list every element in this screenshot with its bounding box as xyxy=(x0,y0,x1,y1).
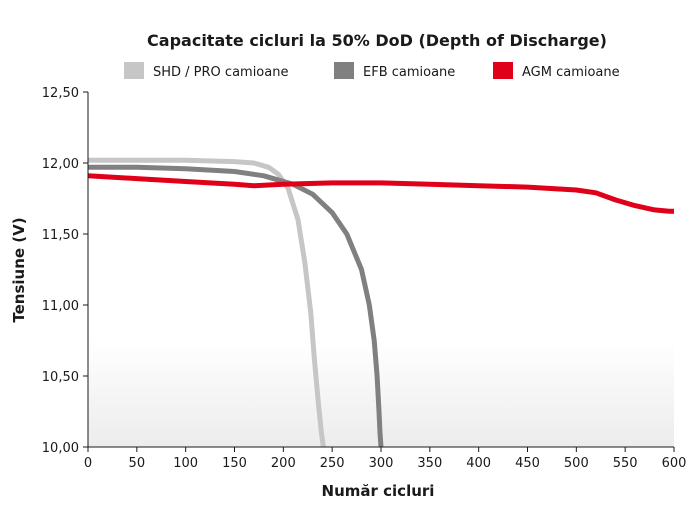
x-axis-ticks: 0 50 100 150 200 250 300 350 400 450 500 550 600 xyxy=(84,447,687,471)
y-tick-label: 11,50 xyxy=(42,228,79,243)
x-tick-label: 200 xyxy=(271,456,296,471)
x-tick-label: 100 xyxy=(173,456,198,471)
legend-swatch-agm-camioane xyxy=(493,62,513,79)
series-line-agm-camioane xyxy=(87,173,674,214)
series-line-shd-pro-camioane xyxy=(88,157,326,448)
y-tick-label: 11,00 xyxy=(42,299,79,314)
y-tick-label: 10,50 xyxy=(42,370,79,385)
series-lines xyxy=(87,157,674,448)
x-tick-label: 0 xyxy=(84,456,92,471)
x-tick-label: 450 xyxy=(515,456,540,471)
x-tick-label: 600 xyxy=(662,456,687,471)
chart-title: Capacitate cicluri la 50% DoD (Depth of … xyxy=(147,31,607,50)
y-tick-label: 12,00 xyxy=(42,157,79,172)
legend: SHD / PRO camioane EFB camioane AGM camioa… xyxy=(124,62,620,80)
y-tick-label: 12,50 xyxy=(42,86,79,101)
y-tick-label: 10,00 xyxy=(42,441,79,456)
plot-background xyxy=(88,92,674,447)
x-tick-label: 300 xyxy=(369,456,394,471)
y-axis-title: Tensiune (V) xyxy=(10,217,28,322)
x-tick-label: 400 xyxy=(466,456,491,471)
x-tick-label: 250 xyxy=(320,456,345,471)
series-line-efb-camioane xyxy=(88,164,384,448)
legend-swatch-efb-camioane xyxy=(334,62,354,79)
x-axis-title: Număr cicluri xyxy=(322,482,435,500)
x-tick-label: 50 xyxy=(129,456,146,471)
legend-swatch-shd-pro-camioane xyxy=(124,62,144,79)
x-tick-label: 350 xyxy=(417,456,442,471)
x-tick-label: 550 xyxy=(613,456,638,471)
legend-label-efb-camioane: EFB camioane xyxy=(363,65,455,80)
legend-label-shd-pro-camioane: SHD / PRO camioane xyxy=(153,65,288,80)
x-tick-label: 150 xyxy=(222,456,247,471)
y-axis-ticks: 10,00 10,50 11,00 11,50 12,00 12,50 xyxy=(42,86,88,456)
x-tick-label: 500 xyxy=(564,456,589,471)
legend-label-agm-camioane: AGM camioane xyxy=(522,65,620,80)
